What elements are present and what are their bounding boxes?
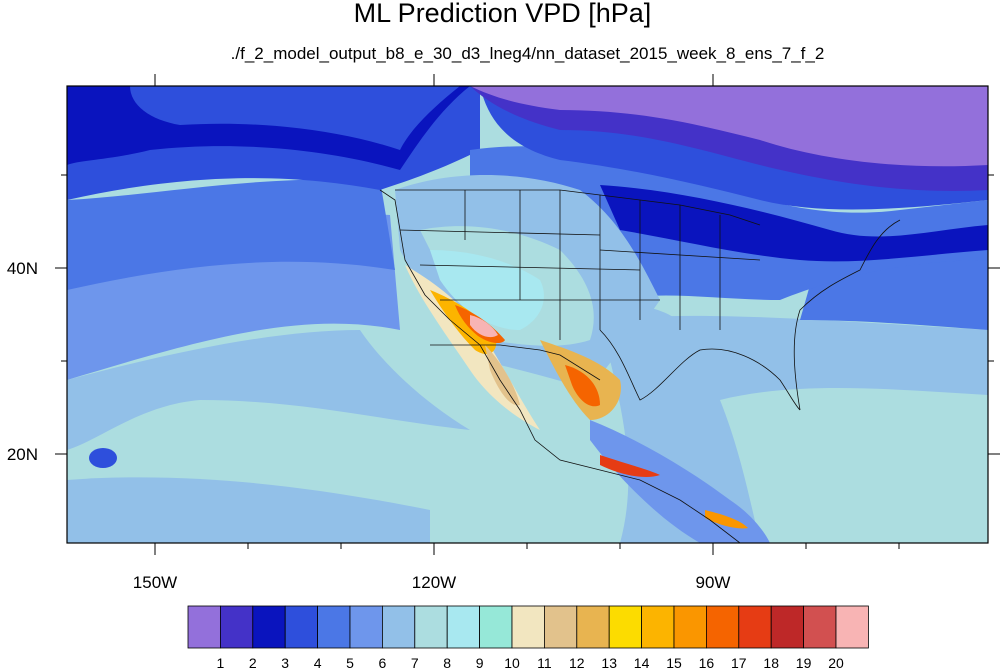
field-hawaii-patch bbox=[89, 448, 117, 468]
field-level-4-gulf-alaska bbox=[130, 86, 460, 150]
field-level-1-canada bbox=[470, 86, 988, 167]
colorbar-label: 3 bbox=[281, 655, 289, 671]
field-level-7-texas bbox=[610, 306, 690, 354]
colorbar-label: 15 bbox=[666, 655, 682, 671]
colorbar-swatch bbox=[219, 605, 254, 649]
colorbar-label: 19 bbox=[796, 655, 812, 671]
map-title: ML Prediction VPD [hPa] bbox=[353, 0, 652, 28]
field-level-8-caribbean bbox=[720, 388, 988, 543]
colorbar-swatch bbox=[317, 605, 351, 649]
colorbar-swatch bbox=[349, 605, 383, 649]
lat-label-40n: 40N bbox=[7, 259, 38, 278]
colorbar-label: 9 bbox=[476, 655, 484, 671]
colorbar-label: 11 bbox=[537, 655, 552, 671]
colorbar-label: 5 bbox=[346, 655, 354, 671]
lat-tick-marks bbox=[55, 174, 1000, 455]
colorbar-label: 7 bbox=[411, 655, 419, 671]
field-level-16-sierra-core bbox=[565, 365, 600, 407]
colorbar: 1 2 3 4 5 6 7 8 9 10 11 12 13 14 15 16 17 18 19 20 bbox=[187, 605, 869, 671]
field-level-20-hotspot bbox=[470, 315, 498, 338]
colorbar-swatch bbox=[479, 605, 513, 649]
colorbar-swatch bbox=[835, 605, 869, 649]
field-level-6-central-america bbox=[590, 420, 770, 543]
colorbar-swatch bbox=[187, 605, 221, 649]
map-subtitle: ./f_2_model_output_b8_e_30_d3_lneg4/nn_d… bbox=[230, 44, 825, 63]
colorbar-swatch bbox=[641, 605, 675, 649]
colorbar-label: 17 bbox=[731, 655, 747, 671]
lon-label-150w: 150W bbox=[133, 573, 177, 592]
field-level-18-spot bbox=[600, 455, 660, 477]
gulf-coastline bbox=[599, 329, 801, 411]
lon-tick-marks bbox=[154, 74, 900, 555]
colorbar-swatch bbox=[738, 605, 772, 649]
colorbar-label: 6 bbox=[379, 655, 387, 671]
coastlines bbox=[379, 189, 901, 543]
colorbar-label: 20 bbox=[828, 655, 844, 671]
state-borders-horizontal bbox=[399, 229, 761, 301]
field-level-14-southwest bbox=[430, 290, 497, 355]
map-plot-area bbox=[67, 86, 988, 543]
colorbar-label: 4 bbox=[314, 655, 322, 671]
colorbar-swatch bbox=[284, 605, 319, 649]
lon-label-90w: 90W bbox=[696, 573, 731, 592]
colorbar-swatch bbox=[706, 605, 740, 649]
colorbar-swatch bbox=[673, 605, 707, 649]
colorbar-label: 13 bbox=[601, 655, 617, 671]
atlantic-coastline bbox=[793, 219, 901, 411]
field-level-15-spot bbox=[705, 510, 748, 529]
colorbar-swatch bbox=[414, 605, 448, 649]
colorbar-swatch bbox=[381, 605, 416, 649]
colorbar-label: 14 bbox=[634, 655, 650, 671]
field-level-12-gulf-california bbox=[485, 345, 520, 406]
field-level-7-pacific bbox=[67, 330, 470, 450]
colorbar-swatch bbox=[446, 605, 481, 649]
colorbar-swatch bbox=[608, 605, 643, 649]
colorbar-label: 16 bbox=[699, 655, 715, 671]
colorbar-label: 12 bbox=[569, 655, 585, 671]
colorbar-label: 18 bbox=[763, 655, 779, 671]
us-mexico-border bbox=[430, 344, 601, 381]
field-level-3-great-lakes bbox=[600, 185, 988, 262]
pacific-coastline bbox=[379, 189, 741, 543]
colorbar-label: 2 bbox=[249, 655, 257, 671]
field-level-5-pacific bbox=[67, 179, 395, 290]
field-level-7-south bbox=[67, 477, 430, 543]
colorbar-swatch bbox=[252, 605, 286, 649]
colorbar-swatch bbox=[544, 605, 578, 649]
state-borders-vertical bbox=[464, 190, 721, 340]
lon-label-120w: 120W bbox=[412, 573, 456, 592]
colorbar-label: 8 bbox=[443, 655, 451, 671]
colorbar-swatch bbox=[511, 605, 545, 649]
colorbar-label: 10 bbox=[504, 655, 520, 671]
colorbar-swatch bbox=[803, 605, 837, 649]
colorbar-swatch bbox=[770, 605, 805, 649]
lat-label-20n: 20N bbox=[7, 445, 38, 464]
colorbar-swatch bbox=[576, 605, 610, 649]
colorbar-label: 1 bbox=[217, 655, 225, 671]
field-level-9-desert bbox=[430, 250, 544, 330]
